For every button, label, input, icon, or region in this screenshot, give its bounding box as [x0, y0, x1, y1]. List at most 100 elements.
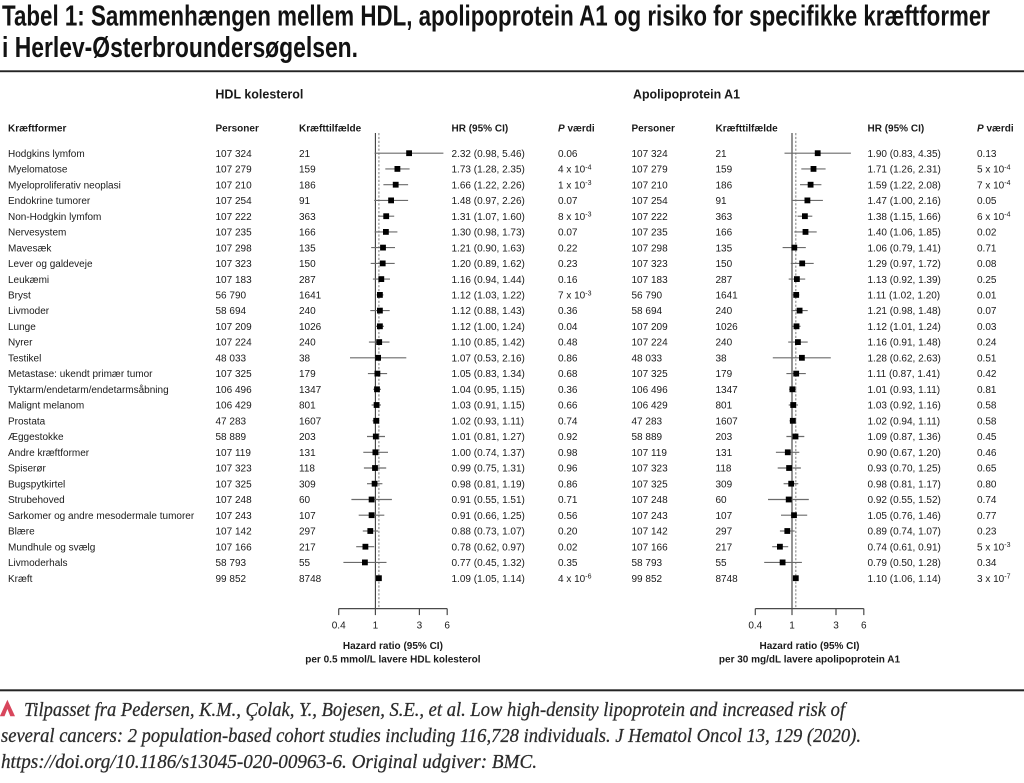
- svg-text:1.20 (0.89, 1.62): 1.20 (0.89, 1.62): [452, 259, 525, 270]
- svg-text:1.12 (1.01, 1.24): 1.12 (1.01, 1.24): [868, 322, 941, 333]
- svg-text:217: 217: [716, 542, 733, 553]
- svg-text:1.40 (1.06, 1.85): 1.40 (1.06, 1.85): [868, 228, 941, 239]
- svg-text:0.81: 0.81: [977, 385, 997, 396]
- svg-text:1.13 (0.92, 1.39): 1.13 (0.92, 1.39): [868, 275, 941, 286]
- svg-text:0.98: 0.98: [558, 448, 578, 459]
- svg-text:0.51: 0.51: [977, 354, 997, 365]
- svg-text:55: 55: [716, 558, 728, 569]
- svg-text:1.47 (1.00, 2.16): 1.47 (1.00, 2.16): [868, 196, 941, 207]
- svg-text:1026: 1026: [299, 322, 322, 333]
- svg-text:1.30 (0.98, 1.73): 1.30 (0.98, 1.73): [452, 228, 525, 239]
- svg-text:1.02 (0.93, 1.11): 1.02 (0.93, 1.11): [452, 416, 525, 427]
- svg-text:0.25: 0.25: [977, 275, 997, 286]
- svg-text:1026: 1026: [716, 322, 739, 333]
- svg-text:0.65: 0.65: [977, 464, 997, 475]
- svg-text:186: 186: [716, 180, 733, 191]
- svg-text:Nervesystem: Nervesystem: [8, 228, 66, 239]
- svg-text:106 429: 106 429: [632, 401, 669, 412]
- svg-text:1.02 (0.94, 1.11): 1.02 (0.94, 1.11): [868, 416, 941, 427]
- svg-text:1.21 (0.98, 1.48): 1.21 (0.98, 1.48): [868, 306, 941, 317]
- svg-text:107 325: 107 325: [216, 369, 253, 380]
- svg-text:1.12 (1.00, 1.24): 1.12 (1.00, 1.24): [452, 322, 525, 333]
- svg-text:0.91 (0.66, 1.25): 0.91 (0.66, 1.25): [452, 511, 525, 522]
- svg-text:107 142: 107 142: [216, 527, 253, 538]
- svg-text:38: 38: [299, 354, 311, 365]
- svg-text:107 325: 107 325: [632, 369, 669, 380]
- svg-text:0.56: 0.56: [558, 511, 578, 522]
- svg-text:297: 297: [716, 527, 733, 538]
- svg-text:Strubehoved: Strubehoved: [8, 495, 65, 506]
- svg-text:7 x 10-3: 7 x 10-3: [558, 290, 592, 301]
- svg-text:118: 118: [299, 464, 315, 475]
- svg-text:107 298: 107 298: [632, 243, 669, 254]
- svg-text:107 323: 107 323: [632, 259, 669, 270]
- svg-text:1.29 (0.97, 1.72): 1.29 (0.97, 1.72): [868, 259, 941, 270]
- svg-text:6: 6: [444, 620, 450, 631]
- svg-text:1.38 (1.15, 1.66): 1.38 (1.15, 1.66): [868, 212, 941, 223]
- svg-text:166: 166: [716, 228, 733, 239]
- svg-text:309: 309: [299, 479, 316, 490]
- svg-text:0.48: 0.48: [558, 338, 578, 349]
- svg-text:0.46: 0.46: [977, 448, 997, 459]
- svg-text:0.78 (0.62, 0.97): 0.78 (0.62, 0.97): [452, 542, 525, 553]
- svg-text:Livmoderhals: Livmoderhals: [8, 558, 67, 569]
- svg-text:Endokrine tumorer: Endokrine tumorer: [8, 196, 91, 207]
- svg-text:107 298: 107 298: [216, 243, 253, 254]
- svg-text:1.59 (1.22, 2.08): 1.59 (1.22, 2.08): [868, 180, 941, 191]
- svg-text:4 x 10-4: 4 x 10-4: [558, 164, 592, 175]
- svg-text:Hazard ratio (95% CI): Hazard ratio (95% CI): [343, 641, 443, 652]
- svg-text:0.77 (0.45, 1.32): 0.77 (0.45, 1.32): [452, 558, 525, 569]
- svg-text:159: 159: [299, 165, 316, 176]
- svg-text:0.74 (0.61, 0.91): 0.74 (0.61, 0.91): [868, 542, 941, 553]
- svg-text:363: 363: [299, 212, 316, 223]
- svg-text:107 325: 107 325: [216, 479, 253, 490]
- svg-text:1.03 (0.92, 1.16): 1.03 (0.92, 1.16): [868, 401, 941, 412]
- svg-text:Lever og galdeveje: Lever og galdeveje: [8, 259, 93, 270]
- svg-text:HR (95% CI): HR (95% CI): [868, 123, 925, 134]
- svg-text:0.91 (0.55, 1.51): 0.91 (0.55, 1.51): [452, 495, 525, 506]
- svg-text:106 496: 106 496: [216, 385, 253, 396]
- svg-text:Nyrer: Nyrer: [8, 338, 33, 349]
- svg-text:Mavesæk: Mavesæk: [8, 243, 52, 254]
- svg-text:0.24: 0.24: [977, 338, 997, 349]
- svg-text:Testikel: Testikel: [8, 354, 41, 365]
- svg-text:Hazard ratio (95% CI): Hazard ratio (95% CI): [759, 641, 859, 652]
- svg-text:Personer: Personer: [216, 123, 259, 134]
- svg-text:0.22: 0.22: [558, 243, 578, 254]
- svg-text:0.93 (0.70, 1.25): 0.93 (0.70, 1.25): [868, 464, 941, 475]
- svg-text:Malignt melanom: Malignt melanom: [8, 401, 84, 412]
- svg-text:Tyktarm/endetarm/endetarmsåbni: Tyktarm/endetarm/endetarmsåbning: [8, 384, 169, 396]
- svg-text:Kræftformer: Kræftformer: [8, 123, 66, 134]
- svg-text:131: 131: [299, 448, 316, 459]
- svg-text:1.04 (0.95, 1.15): 1.04 (0.95, 1.15): [452, 385, 525, 396]
- svg-text:107 166: 107 166: [216, 542, 253, 553]
- svg-text:Mundhule og svælg: Mundhule og svælg: [8, 542, 95, 553]
- svg-text:150: 150: [716, 259, 733, 270]
- svg-text:3: 3: [417, 620, 423, 631]
- svg-text:1.73 (1.28, 2.35): 1.73 (1.28, 2.35): [452, 165, 525, 176]
- svg-text:Sarkomer og andre mesodermale: Sarkomer og andre mesodermale tumorer: [8, 511, 195, 522]
- svg-text:6 x 10-4: 6 x 10-4: [977, 212, 1011, 223]
- svg-text:107 324: 107 324: [216, 149, 253, 160]
- svg-text:0.80: 0.80: [977, 479, 997, 490]
- svg-text:186: 186: [299, 180, 316, 191]
- svg-text:107 323: 107 323: [632, 464, 669, 475]
- svg-text:Personer: Personer: [632, 123, 675, 134]
- svg-text:0.88 (0.73, 1.07): 0.88 (0.73, 1.07): [452, 527, 525, 538]
- svg-text:1.31 (1.07, 1.60): 1.31 (1.07, 1.60): [452, 212, 525, 223]
- svg-text:P værdi: P værdi: [558, 123, 595, 134]
- svg-text:107 235: 107 235: [216, 228, 253, 239]
- svg-text:HR (95% CI): HR (95% CI): [452, 123, 509, 134]
- svg-text:106 429: 106 429: [216, 401, 253, 412]
- svg-text:48 033: 48 033: [632, 354, 663, 365]
- svg-text:107 323: 107 323: [216, 464, 253, 475]
- svg-text:0.02: 0.02: [977, 228, 997, 239]
- svg-text:99 852: 99 852: [216, 574, 247, 585]
- svg-text:0.86: 0.86: [558, 354, 578, 365]
- svg-text:0.77: 0.77: [977, 511, 997, 522]
- svg-text:several cancers: 2 population-: several cancers: 2 population-based coho…: [1, 725, 861, 747]
- svg-text:107 210: 107 210: [632, 180, 669, 191]
- svg-text:1.01 (0.81, 1.27): 1.01 (0.81, 1.27): [452, 432, 525, 443]
- svg-text:118: 118: [716, 464, 732, 475]
- svg-text:1.09 (0.87, 1.36): 1.09 (0.87, 1.36): [868, 432, 941, 443]
